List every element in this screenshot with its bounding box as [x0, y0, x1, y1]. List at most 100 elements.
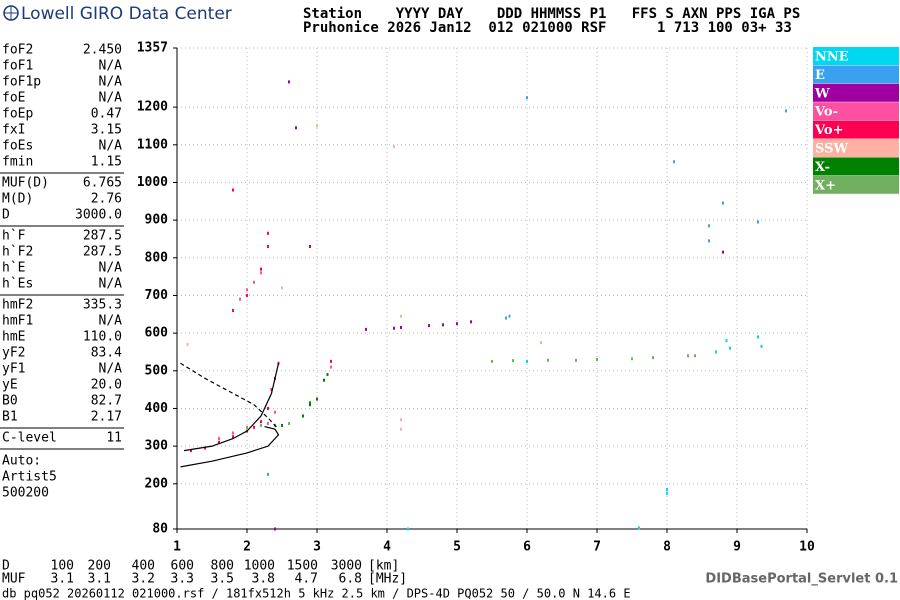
param-label: h`F2 — [2, 245, 33, 260]
param-label: hmF1 — [2, 314, 33, 329]
y-tick-label: 400 — [145, 401, 169, 416]
y-tick-label: 80 — [152, 522, 168, 537]
echo-point — [239, 297, 241, 301]
echo-point — [540, 341, 542, 345]
row-label: D — [2, 559, 10, 574]
row-value: 200 — [88, 559, 111, 574]
param-value: N/A — [99, 59, 123, 74]
echo-point — [218, 437, 220, 441]
echo-point — [330, 359, 332, 363]
echo-point — [547, 358, 549, 362]
echo-point — [246, 288, 248, 292]
servlet-label: DIDBasePortal_Servlet 0.1 — [705, 572, 898, 587]
echo-point — [281, 286, 283, 290]
row-value: 1500 — [287, 559, 318, 574]
param-value: 3.15 — [91, 123, 122, 138]
echo-point — [204, 446, 206, 450]
y-tick-label: 900 — [145, 213, 169, 228]
row-value: 3.1 — [88, 572, 111, 587]
echo-point — [326, 373, 329, 377]
row-label: MUF — [2, 572, 26, 587]
echo-point — [267, 472, 269, 476]
echo-point — [288, 422, 290, 426]
legend-swatch — [813, 83, 899, 102]
y-tick-label: 500 — [145, 363, 169, 378]
param-value: 1.15 — [91, 155, 122, 170]
param-value: 0.47 — [91, 107, 122, 122]
auto-text: 500200 — [2, 486, 49, 501]
echo-point — [526, 359, 528, 363]
legend-swatch — [813, 47, 899, 65]
echo-point — [260, 420, 262, 424]
param-value: N/A — [99, 362, 123, 377]
echo-point — [729, 346, 731, 350]
echo-point — [232, 435, 234, 439]
profile-curve — [180, 362, 279, 430]
echo-point — [722, 201, 724, 205]
echo-point — [316, 124, 318, 128]
x-tick-label: 8 — [663, 540, 671, 555]
echo-point — [687, 354, 689, 358]
legend-label: X+ — [815, 178, 836, 193]
echo-point — [260, 271, 262, 275]
param-value: 287.5 — [83, 229, 122, 244]
x-tick-label: 1 — [173, 540, 181, 555]
y-tick-label: 1100 — [137, 137, 168, 152]
echo-point — [316, 397, 318, 401]
y-tick-label: 1000 — [137, 175, 168, 190]
param-label: h`E — [2, 261, 25, 276]
echo-point — [309, 245, 311, 249]
row-value: 100 — [51, 559, 74, 574]
legend-label: X- — [815, 160, 830, 175]
echo-point — [400, 418, 402, 422]
param-label: foF1 — [2, 59, 33, 74]
y-tick-label: 1357 — [137, 41, 168, 56]
y-tick-label: 700 — [145, 288, 169, 303]
x-tick-label: 7 — [593, 540, 601, 555]
row-unit: [km] — [368, 559, 399, 574]
echo-point — [309, 403, 311, 407]
param-value: 2.450 — [83, 43, 122, 58]
row-value: 1000 — [244, 559, 275, 574]
echo-point — [302, 414, 304, 418]
y-tick-label: 300 — [145, 439, 169, 454]
echo-point — [232, 431, 234, 435]
echo-point — [365, 327, 367, 331]
echo-point — [407, 527, 409, 531]
echo-point — [267, 245, 269, 249]
legend-swatch — [813, 120, 899, 139]
echo-point — [260, 423, 262, 427]
param-label: C-level — [2, 431, 57, 446]
param-label: foF1p — [2, 75, 41, 90]
x-tick-label: 5 — [453, 540, 461, 555]
row-value: 3.3 — [171, 572, 194, 587]
header-line: Pruhonice 2026 Jan12 012 021000 RSF 1 71… — [303, 20, 792, 36]
legend-label: E — [815, 68, 825, 83]
echo-point — [246, 293, 248, 297]
echo-point — [456, 322, 458, 326]
param-value: 83.4 — [91, 346, 122, 361]
echo-point — [757, 220, 759, 224]
param-value: N/A — [99, 277, 123, 292]
echo-point — [442, 323, 444, 327]
echo-point — [393, 326, 395, 330]
echo-point — [526, 96, 528, 100]
param-label: hmE — [2, 330, 25, 345]
legend-label: Vo- — [814, 105, 838, 120]
echo-point — [428, 324, 430, 328]
echo-point — [246, 425, 248, 429]
param-label: foEs — [2, 139, 33, 154]
param-value: 335.3 — [83, 298, 122, 313]
echo-point — [757, 335, 759, 339]
legend-label: W — [814, 86, 830, 101]
x-tick-label: 6 — [523, 540, 531, 555]
param-label: fxI — [2, 123, 25, 138]
param-value: N/A — [99, 314, 123, 329]
legend-swatch — [813, 175, 899, 194]
echo-point — [232, 309, 234, 313]
row-value: 3000 — [331, 559, 362, 574]
echo-point — [785, 109, 787, 113]
echo-point — [725, 339, 728, 343]
